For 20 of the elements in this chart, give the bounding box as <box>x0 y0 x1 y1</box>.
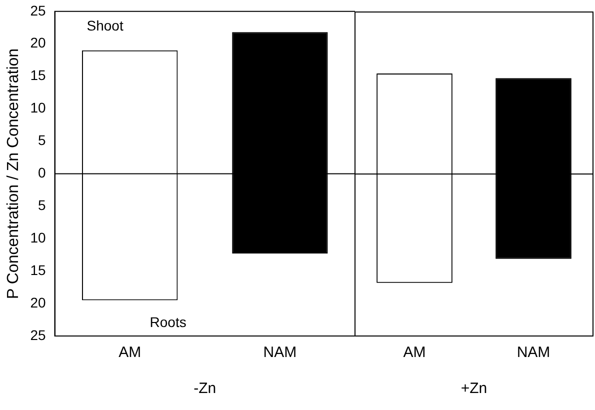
y-tick-label: 10 <box>30 100 46 116</box>
y-tick-label: 20 <box>30 34 46 51</box>
x-axis-title: -Zn <box>194 380 216 398</box>
x-tick-label: AM <box>403 344 426 362</box>
y-tick-label: 5 <box>38 197 46 214</box>
y-tick-label: 10 <box>30 229 46 246</box>
x-tick-label: AM <box>118 344 142 362</box>
x-tick-label: NAM <box>263 344 297 362</box>
y-tick-label: 0 <box>38 164 46 181</box>
annotation: Roots <box>150 314 186 330</box>
x-tick-label: NAM <box>516 344 550 362</box>
y-tick-label: 20 <box>30 294 46 310</box>
y-tick-label: 15 <box>30 262 46 278</box>
y-axis-title: P Concentration / Zn Concentration <box>5 48 22 299</box>
y-tick-label: 25 <box>30 326 46 343</box>
y-tick-label: 25 <box>30 2 46 18</box>
annotation: Shoot <box>86 17 124 34</box>
x-axis-title: +Zn <box>460 380 488 398</box>
y-tick-label: 5 <box>38 132 46 148</box>
y-tick-label: 15 <box>30 67 46 84</box>
